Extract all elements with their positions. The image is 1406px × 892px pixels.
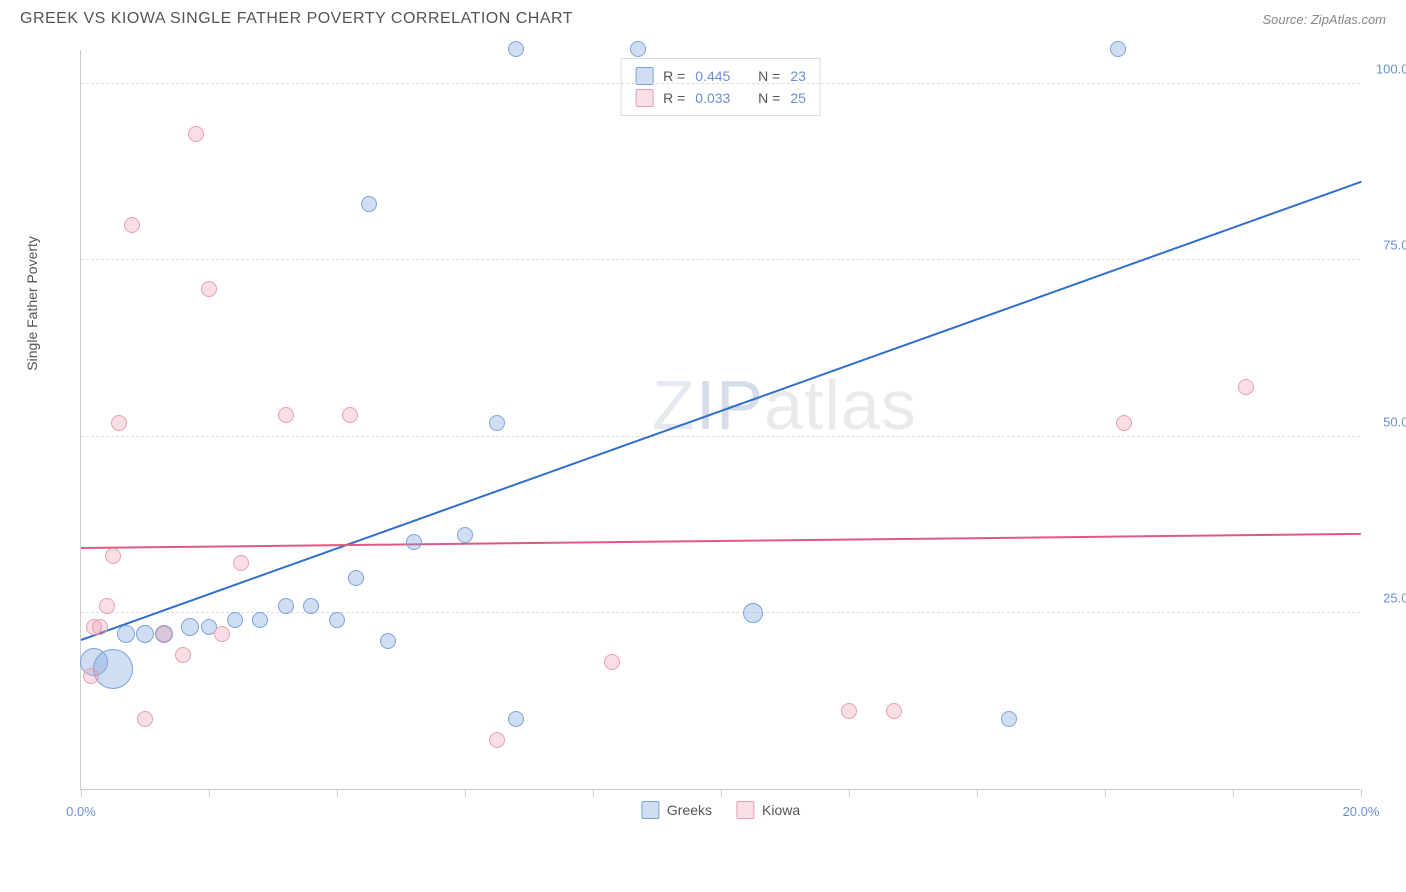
scatter-point <box>841 703 857 719</box>
x-tick <box>849 789 850 797</box>
legend-swatch <box>736 801 754 819</box>
x-tick <box>337 789 338 797</box>
scatter-point <box>136 625 154 643</box>
legend-series: Greeks Kiowa <box>641 801 800 819</box>
legend-series-item: Greeks <box>641 801 712 819</box>
scatter-point <box>278 598 294 614</box>
legend-series-label: Greeks <box>667 802 712 818</box>
x-tick <box>1233 789 1234 797</box>
legend-n-value: 23 <box>790 68 806 84</box>
x-tick-label: 0.0% <box>66 804 96 819</box>
x-tick <box>977 789 978 797</box>
x-tick <box>1361 789 1362 797</box>
scatter-point <box>137 711 153 727</box>
trend-line <box>81 533 1361 549</box>
source-label: Source: ZipAtlas.com <box>1262 12 1386 27</box>
scatter-point <box>188 126 204 142</box>
legend-swatch <box>641 801 659 819</box>
scatter-point <box>303 598 319 614</box>
legend-correlation-row: R = 0.033 N = 25 <box>635 87 806 109</box>
scatter-point <box>489 732 505 748</box>
legend-r-value: 0.445 <box>695 68 730 84</box>
x-tick <box>721 789 722 797</box>
legend-n-label: N = <box>758 90 780 106</box>
x-tick <box>81 789 82 797</box>
scatter-point <box>1238 379 1254 395</box>
legend-n-label: N = <box>758 68 780 84</box>
scatter-point <box>93 649 133 689</box>
chart-container: Single Father Poverty ZIPatlas R = 0.445… <box>50 40 1390 820</box>
scatter-point <box>489 415 505 431</box>
watermark: ZIPatlas <box>652 365 917 445</box>
legend-correlation: R = 0.445 N = 23 R = 0.033 N = 25 <box>620 58 821 116</box>
scatter-point <box>233 555 249 571</box>
scatter-point <box>227 612 243 628</box>
scatter-point <box>278 407 294 423</box>
legend-r-label: R = <box>663 68 685 84</box>
scatter-point <box>92 619 108 635</box>
legend-series-label: Kiowa <box>762 802 800 818</box>
gridline <box>81 612 1360 613</box>
scatter-point <box>886 703 902 719</box>
scatter-point <box>342 407 358 423</box>
scatter-point <box>329 612 345 628</box>
scatter-point <box>1001 711 1017 727</box>
scatter-point <box>214 626 230 642</box>
x-tick <box>209 789 210 797</box>
scatter-point <box>361 196 377 212</box>
y-tick-label: 25.0% <box>1383 590 1406 605</box>
scatter-point <box>457 527 473 543</box>
scatter-point <box>156 626 172 642</box>
scatter-point <box>201 281 217 297</box>
legend-r-label: R = <box>663 90 685 106</box>
x-tick <box>1105 789 1106 797</box>
plot-area: ZIPatlas R = 0.445 N = 23 R = 0.033 N = … <box>80 50 1360 790</box>
y-tick-label: 75.0% <box>1383 238 1406 253</box>
scatter-point <box>743 603 763 623</box>
y-tick-label: 50.0% <box>1383 414 1406 429</box>
scatter-point <box>181 618 199 636</box>
scatter-point <box>630 41 646 57</box>
scatter-point <box>380 633 396 649</box>
scatter-point <box>252 612 268 628</box>
x-tick <box>465 789 466 797</box>
legend-n-value: 25 <box>790 90 806 106</box>
x-tick <box>593 789 594 797</box>
legend-swatch <box>635 89 653 107</box>
scatter-point <box>117 625 135 643</box>
scatter-point <box>406 534 422 550</box>
scatter-point <box>604 654 620 670</box>
gridline <box>81 83 1360 84</box>
scatter-point <box>124 217 140 233</box>
gridline <box>81 436 1360 437</box>
scatter-point <box>175 647 191 663</box>
scatter-point <box>508 711 524 727</box>
legend-r-value: 0.033 <box>695 90 730 106</box>
x-tick-label: 20.0% <box>1343 804 1380 819</box>
legend-series-item: Kiowa <box>736 801 800 819</box>
scatter-point <box>1110 41 1126 57</box>
scatter-point <box>99 598 115 614</box>
scatter-point <box>348 570 364 586</box>
trend-line <box>81 181 1362 641</box>
scatter-point <box>83 668 99 684</box>
chart-title: GREEK VS KIOWA SINGLE FATHER POVERTY COR… <box>20 10 573 28</box>
gridline <box>81 259 1360 260</box>
scatter-point <box>111 415 127 431</box>
scatter-point <box>1116 415 1132 431</box>
scatter-point <box>508 41 524 57</box>
scatter-point <box>105 548 121 564</box>
y-axis-label: Single Father Poverty <box>24 236 40 371</box>
y-tick-label: 100.0% <box>1376 62 1406 77</box>
